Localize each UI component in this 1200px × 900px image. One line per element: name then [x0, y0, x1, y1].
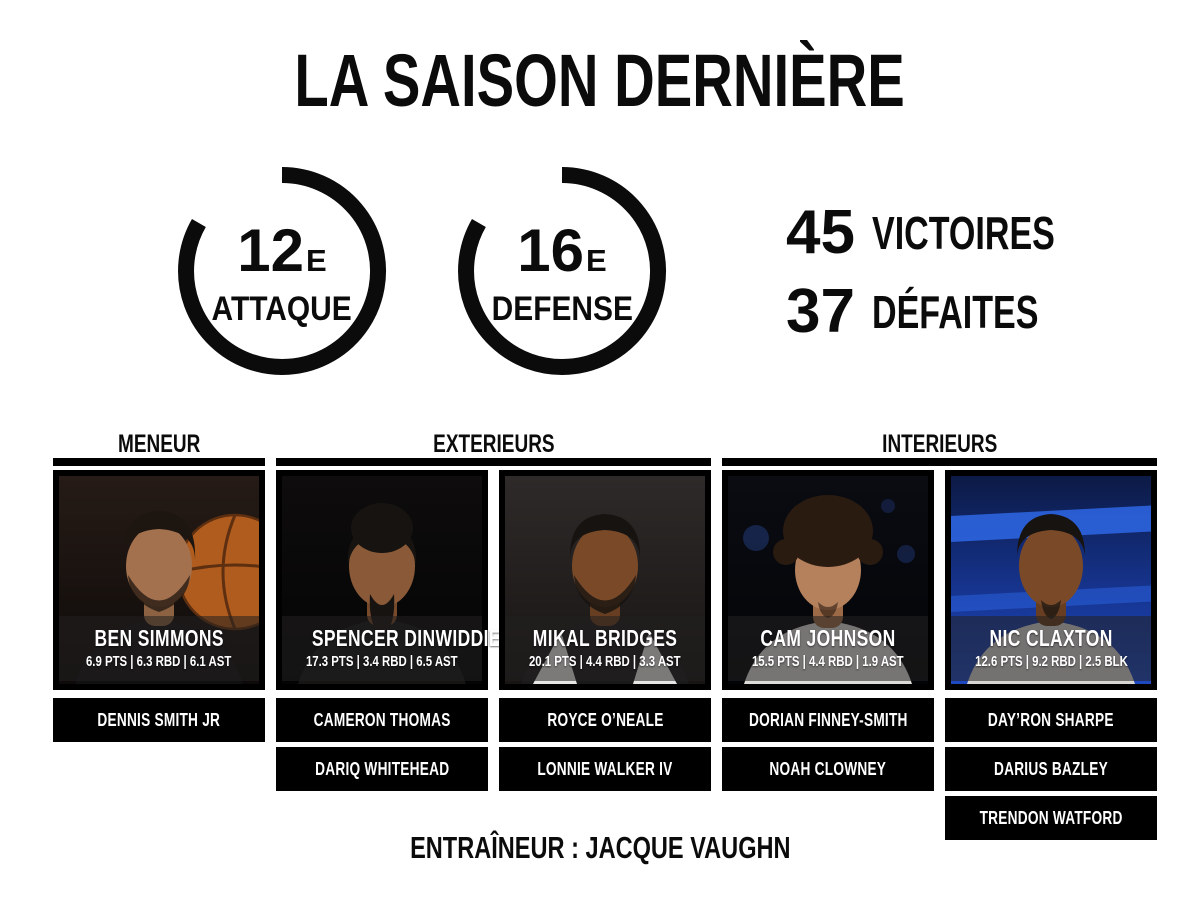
group-label-meneur: MENEUR	[53, 431, 265, 457]
bench-player: LONNIE WALKER IV	[499, 747, 711, 791]
player-name: CAM JOHNSON	[760, 625, 896, 651]
bench-player-name: TRENDON WATFORD	[979, 807, 1123, 828]
player-stats: 6.9 PTS | 6.3 RBD | 6.1 AST	[86, 653, 232, 670]
column-exterieur-1: SPENCER DINWIDDIE 17.3 PTS | 3.4 RBD | 6…	[276, 470, 501, 791]
player-stats: 20.1 PTS | 4.4 RBD | 3.3 AST	[529, 653, 681, 670]
player-card-ben-simmons: BEN SIMMONS 6.9 PTS | 6.3 RBD | 6.1 AST	[53, 470, 265, 690]
player-name: MIKAL BRIDGES	[532, 625, 678, 651]
offense-rank-label-line: ATTAQUE	[177, 292, 387, 326]
group-label-text: MENEUR	[117, 430, 201, 458]
record-losses-row: 37 DÉFAITES	[786, 281, 1097, 343]
losses-label: DÉFAITES	[872, 286, 1039, 338]
bench-player-name: CAMERON THOMAS	[313, 709, 451, 730]
bench-player: CAMERON THOMAS	[276, 698, 488, 742]
player-card-mikal-bridges: MIKAL BRIDGES 20.1 PTS | 4.4 RBD | 3.3 A…	[499, 470, 711, 690]
player-overlay: CAM JOHNSON 15.5 PTS | 4.4 RBD | 1.9 AST	[728, 616, 928, 681]
page-title: LA SAISON DERNIÈRE	[0, 38, 1200, 124]
player-overlay: SPENCER DINWIDDIE 17.3 PTS | 3.4 RBD | 6…	[282, 616, 501, 681]
player-overlay: BEN SIMMONS 6.9 PTS | 6.3 RBD | 6.1 AST	[59, 616, 259, 681]
group-label-interieurs: INTERIEURS	[722, 431, 1157, 457]
player-overlay: MIKAL BRIDGES 20.1 PTS | 4.4 RBD | 3.3 A…	[505, 616, 705, 681]
group-underline-interieurs	[722, 458, 1157, 466]
bench-player: NOAH CLOWNEY	[722, 747, 934, 791]
bench-player: DAY’RON SHARPE	[945, 698, 1157, 742]
bench-player-name: DAY’RON SHARPE	[988, 709, 1114, 730]
player-name: BEN SIMMONS	[94, 625, 224, 651]
bench-player: ROYCE O’NEALE	[499, 698, 711, 742]
offense-rank-value-line: 12E	[177, 221, 387, 290]
defense-rank-value-line: 16E	[457, 221, 667, 290]
ring-arc-icon	[178, 167, 386, 375]
offense-rank-text: 12E ATTAQUE	[177, 166, 387, 376]
page-title-text: LA SAISON DERNIÈRE	[294, 39, 906, 122]
offense-rank-label: ATTAQUE	[211, 290, 353, 328]
group-label-text: EXTERIEURS	[432, 430, 555, 458]
group-label-exterieurs: EXTERIEURS	[276, 431, 711, 457]
player-name: NIC CLAXTON	[989, 625, 1113, 651]
player-stats: 17.3 PTS | 3.4 RBD | 6.5 AST	[306, 653, 458, 670]
bench-player-name: LONNIE WALKER IV	[537, 758, 673, 779]
bench-player: DORIAN FINNEY-SMITH	[722, 698, 934, 742]
bench-player-name: ROYCE O’NEALE	[546, 709, 664, 730]
defense-rank-label: DEFENSE	[491, 290, 633, 328]
bench-player-name: NOAH CLOWNEY	[769, 758, 887, 779]
coach-line: ENTRAÎNEUR : JACQUE VAUGHN	[0, 830, 1200, 866]
column-exterieur-2: MIKAL BRIDGES 20.1 PTS | 4.4 RBD | 3.3 A…	[499, 470, 711, 791]
bench-player: DARIQ WHITEHEAD	[276, 747, 488, 791]
record-wins-row: 45 VICTOIRES	[786, 202, 1119, 264]
defense-rank-label-line: DEFENSE	[457, 292, 667, 326]
defense-rank-value: 16	[517, 217, 585, 284]
player-stats: 12.6 PTS | 9.2 RBD | 2.5 BLK	[975, 653, 1128, 670]
offense-rank-value: 12	[237, 217, 305, 284]
bench-player-name: DORIAN FINNEY-SMITH	[748, 709, 908, 730]
coach-line-text: ENTRAÎNEUR : JACQUE VAUGHN	[409, 830, 791, 865]
player-card-spencer-dinwiddie: SPENCER DINWIDDIE 17.3 PTS | 3.4 RBD | 6…	[276, 470, 501, 690]
bench-player: TRENDON WATFORD	[945, 796, 1157, 840]
defense-rank-suffix: E	[586, 243, 607, 278]
offense-rank-suffix: E	[306, 243, 327, 278]
defense-rank-text: 16E DEFENSE	[457, 166, 667, 376]
group-label-text: INTERIEURS	[881, 430, 998, 458]
wins-label: VICTOIRES	[872, 207, 1055, 259]
bench-player-name: DENNIS SMITH JR	[97, 709, 221, 730]
defense-rank-ring: 16E DEFENSE	[457, 166, 667, 376]
player-card-nic-claxton: NIC CLAXTON 12.6 PTS | 9.2 RBD | 2.5 BLK	[945, 470, 1157, 690]
player-card-cam-johnson: CAM JOHNSON 15.5 PTS | 4.4 RBD | 1.9 AST	[722, 470, 934, 690]
ring-arc-icon	[458, 167, 666, 375]
player-name: SPENCER DINWIDDIE	[311, 625, 501, 651]
bench-player: DARIUS BAZLEY	[945, 747, 1157, 791]
column-meneur: BEN SIMMONS 6.9 PTS | 6.3 RBD | 6.1 AST …	[53, 470, 265, 742]
player-stats: 15.5 PTS | 4.4 RBD | 1.9 AST	[752, 653, 904, 670]
group-underline-exterieurs	[276, 458, 711, 466]
column-interieur-2: NIC CLAXTON 12.6 PTS | 9.2 RBD | 2.5 BLK…	[945, 470, 1157, 840]
player-overlay: NIC CLAXTON 12.6 PTS | 9.2 RBD | 2.5 BLK	[951, 616, 1151, 681]
bench-player-name: DARIUS BAZLEY	[994, 758, 1108, 779]
offense-rank-ring: 12E ATTAQUE	[177, 166, 387, 376]
wins-value: 45	[786, 198, 855, 267]
column-interieur-1: CAM JOHNSON 15.5 PTS | 4.4 RBD | 1.9 AST…	[722, 470, 934, 791]
bench-player: DENNIS SMITH JR	[53, 698, 265, 742]
group-underline-meneur	[53, 458, 265, 466]
losses-value: 37	[786, 277, 855, 346]
bench-player-name: DARIQ WHITEHEAD	[314, 758, 450, 779]
